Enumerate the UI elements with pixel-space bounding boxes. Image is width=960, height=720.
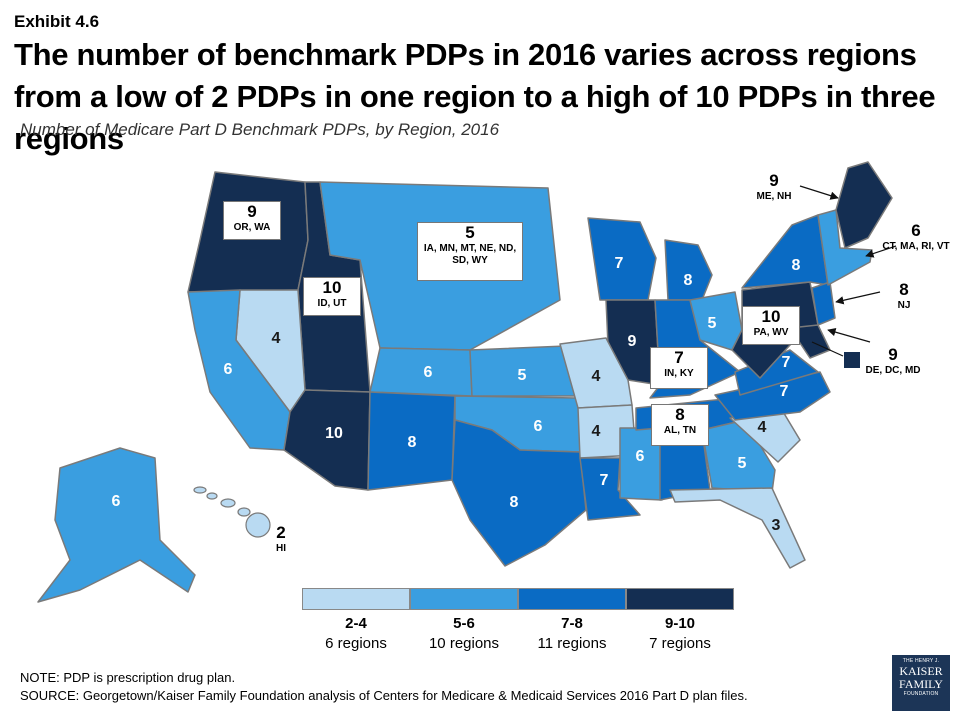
- value-ny: 8: [792, 257, 801, 274]
- value-la: 7: [600, 472, 609, 489]
- callout-al-tn: 8 AL, TN: [651, 404, 709, 446]
- region-me-nh: [835, 161, 893, 249]
- region-ak: [37, 447, 196, 603]
- exhibit-label: Exhibit 4.6: [14, 12, 100, 31]
- callout-central-plains: 5 IA, MN, MT, NE, ND, SD, WY: [417, 222, 523, 281]
- legend-item-2-4: 2-4 6 regions: [325, 615, 387, 652]
- value-il: 9: [628, 333, 637, 350]
- value-fl: 3: [772, 517, 781, 534]
- value-mo: 4: [592, 368, 601, 385]
- kff-logo: THE HENRY J. KAISER FAMILY FOUNDATION: [892, 655, 950, 711]
- callout-or-wa: 9 OR, WA: [223, 201, 281, 240]
- source-note: SOURCE: Georgetown/Kaiser Family Foundat…: [20, 688, 748, 703]
- value-va: 7: [782, 354, 791, 371]
- callout-pa-wv: 10 PA, WV: [742, 306, 800, 345]
- footnote: NOTE: PDP is prescription drug plan.: [20, 670, 236, 685]
- value-mi: 8: [684, 272, 693, 289]
- value-oh: 5: [708, 315, 717, 332]
- legend-item-7-8: 7-8 11 regions: [537, 615, 607, 652]
- region-wi: [587, 217, 657, 301]
- value-nc: 7: [780, 383, 789, 400]
- label-ct-ma-ri-vt: 6 CT, MA, RI, VT: [882, 221, 950, 252]
- region-mi: [664, 239, 713, 301]
- value-nv: 4: [272, 330, 281, 347]
- callout-in-ky: 7 IN, KY: [650, 347, 708, 389]
- region-mo: [559, 337, 633, 409]
- region-hi: [193, 486, 271, 538]
- legend-item-9-10: 9-10 7 regions: [649, 615, 711, 652]
- value-ar: 4: [592, 423, 601, 440]
- value-co: 6: [424, 364, 433, 381]
- value-ga: 5: [738, 455, 747, 472]
- value-nm: 8: [408, 434, 417, 451]
- value-ks: 5: [518, 367, 527, 384]
- region-nj: [811, 281, 836, 326]
- region-co: [369, 347, 473, 397]
- page-subtitle: Number of Medicare Part D Benchmark PDPs…: [20, 120, 500, 139]
- label-hi: 2 HI: [276, 523, 286, 554]
- callout-id-ut: 10 ID, UT: [303, 277, 361, 316]
- value-ca: 6: [224, 361, 233, 378]
- de-dc-md-swatch: [844, 352, 860, 368]
- legend-swatch-2-4: [302, 588, 410, 610]
- region-tx: [451, 419, 587, 567]
- region-fl: [669, 487, 806, 569]
- value-ms: 6: [636, 448, 645, 465]
- page-title: The number of benchmark PDPs in 2016 var…: [14, 37, 936, 156]
- region-la: [579, 457, 641, 521]
- value-tx: 8: [510, 494, 519, 511]
- label-de-dc-md: 9 DE, DC, MD: [865, 345, 921, 376]
- legend-swatch-7-8: [518, 588, 626, 610]
- legend: [302, 588, 734, 610]
- label-me-nh: 9 ME, NH: [756, 171, 792, 202]
- legend-swatch-5-6: [410, 588, 518, 610]
- value-ok: 6: [534, 418, 543, 435]
- region-ny: [741, 214, 829, 289]
- value-sc: 4: [758, 419, 767, 436]
- value-wi: 7: [615, 255, 624, 272]
- value-ak: 6: [112, 493, 121, 510]
- legend-item-5-6: 5-6 10 regions: [428, 615, 500, 652]
- label-nj: 8 NJ: [897, 280, 911, 311]
- legend-swatch-9-10: [626, 588, 734, 610]
- legend-labels: 2-4 6 regions 5-6 10 regions 7-8 11 regi…: [302, 614, 734, 654]
- value-az: 10: [325, 425, 343, 442]
